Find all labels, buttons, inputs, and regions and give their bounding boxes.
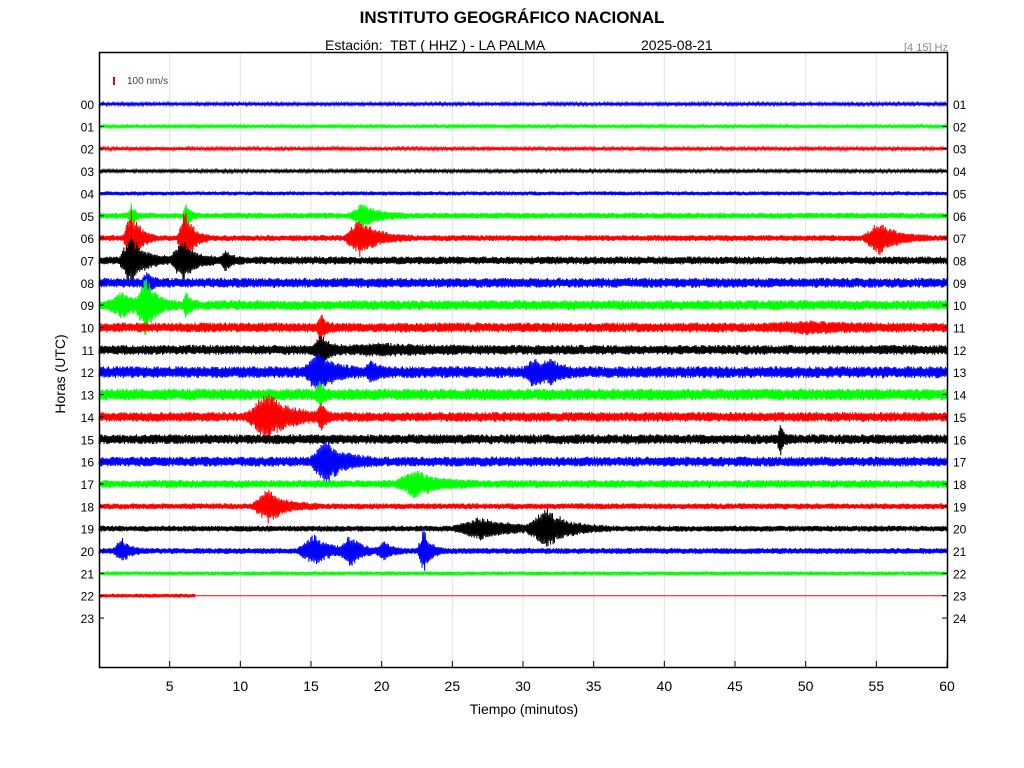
trace-hour-03 bbox=[98, 167, 948, 175]
chart-title: INSTITUTO GEOGRÁFICO NACIONAL bbox=[359, 8, 665, 27]
right-hour-label: 06 bbox=[953, 210, 967, 224]
right-hour-label: 17 bbox=[953, 456, 967, 470]
right-hour-label: 12 bbox=[953, 344, 967, 358]
trace-hour-07 bbox=[98, 235, 948, 282]
trace-hour-20 bbox=[98, 527, 948, 571]
right-hour-label: 24 bbox=[953, 612, 967, 626]
tick-labels: 5 10 15 20 25 30 35 40 45 50 55 60 00 01 01 02 02 03 03 04 0… bbox=[81, 98, 967, 694]
trace-hour-06 bbox=[98, 210, 948, 268]
x-tick-label: 5 bbox=[166, 678, 174, 694]
left-hour-label: 09 bbox=[81, 299, 95, 313]
left-hour-label: 00 bbox=[81, 98, 95, 112]
right-hour-label: 08 bbox=[953, 254, 967, 268]
left-hour-label: 13 bbox=[81, 389, 95, 403]
trace-hour-05 bbox=[98, 203, 948, 230]
right-hour-label: 13 bbox=[953, 366, 967, 380]
left-hour-label: 17 bbox=[81, 478, 95, 492]
left-hour-label: 04 bbox=[81, 187, 95, 201]
left-hour-label: 06 bbox=[81, 232, 95, 246]
right-hour-label: 05 bbox=[953, 187, 967, 201]
scale-label: 100 nm/s bbox=[127, 76, 169, 87]
x-tick-label: 55 bbox=[869, 678, 885, 694]
trace-hour-11 bbox=[98, 336, 948, 367]
trace-hour-16 bbox=[98, 439, 948, 483]
x-tick-label: 15 bbox=[303, 678, 319, 694]
left-hour-label: 18 bbox=[81, 500, 95, 514]
date-label: 2025-08-21 bbox=[641, 37, 713, 53]
trace-hour-18 bbox=[98, 489, 948, 524]
left-hour-label: 12 bbox=[81, 366, 95, 380]
trace-hour-10 bbox=[98, 314, 948, 340]
trace-hour-12 bbox=[98, 352, 948, 390]
plot-frame bbox=[98, 51, 949, 669]
right-hour-label: 04 bbox=[953, 165, 967, 179]
trace-hour-15 bbox=[98, 425, 948, 456]
left-hour-label: 16 bbox=[81, 456, 95, 470]
left-hour-label: 01 bbox=[81, 120, 95, 134]
x-tick-label: 25 bbox=[445, 678, 461, 694]
x-tick-label: 60 bbox=[939, 678, 955, 694]
right-hour-label: 23 bbox=[953, 590, 967, 604]
x-tick-label: 20 bbox=[374, 678, 390, 694]
left-hour-label: 05 bbox=[81, 210, 95, 224]
x-tick-label: 35 bbox=[586, 678, 602, 694]
station-label: Estación: TBT ( HHZ ) - LA PALMA bbox=[325, 37, 546, 53]
right-hour-label: 22 bbox=[953, 567, 967, 581]
left-hour-label: 23 bbox=[81, 612, 95, 626]
right-hour-label: 11 bbox=[953, 322, 966, 336]
y-axis-label: Horas (UTC) bbox=[52, 334, 68, 414]
left-hour-label: 10 bbox=[81, 322, 95, 336]
trace-hour-00 bbox=[98, 100, 948, 108]
x-tick-label: 45 bbox=[727, 678, 743, 694]
right-hour-label: 21 bbox=[953, 545, 967, 559]
left-hour-label: 02 bbox=[81, 143, 95, 157]
left-hour-label: 19 bbox=[81, 523, 95, 537]
trace-hour-01 bbox=[98, 122, 948, 130]
grid-lines bbox=[169, 52, 877, 667]
x-tick-label: 40 bbox=[657, 678, 673, 694]
trace-hour-09 bbox=[98, 278, 948, 335]
right-hour-label: 16 bbox=[953, 433, 967, 447]
left-hour-label: 07 bbox=[81, 254, 95, 268]
right-hour-label: 18 bbox=[953, 478, 967, 492]
right-hour-label: 19 bbox=[953, 500, 967, 514]
right-hour-label: 01 bbox=[953, 98, 967, 112]
amplitude-scale: 100 nm/s bbox=[113, 76, 168, 87]
left-hour-label: 20 bbox=[81, 545, 95, 559]
right-hour-label: 10 bbox=[953, 299, 967, 313]
x-tick-label: 10 bbox=[233, 678, 249, 694]
trace-hour-17 bbox=[98, 471, 948, 499]
left-hour-label: 14 bbox=[81, 411, 95, 425]
left-hour-label: 21 bbox=[81, 567, 95, 581]
trace-hour-14 bbox=[98, 394, 948, 439]
right-hour-label: 20 bbox=[953, 523, 967, 537]
trace-hour-02 bbox=[98, 145, 948, 153]
left-hour-label: 15 bbox=[81, 433, 95, 447]
right-hour-label: 07 bbox=[953, 232, 967, 246]
trace-hour-08 bbox=[98, 272, 948, 294]
x-axis-label: Tiempo (minutos) bbox=[469, 701, 579, 717]
right-hour-label: 03 bbox=[953, 143, 967, 157]
right-hour-label: 02 bbox=[953, 120, 967, 134]
traces bbox=[98, 100, 948, 599]
trace-hour-13 bbox=[98, 380, 948, 406]
trace-hour-19 bbox=[98, 508, 948, 547]
left-hour-label: 11 bbox=[82, 344, 95, 358]
right-hour-label: 09 bbox=[953, 277, 967, 291]
x-tick-label: 50 bbox=[798, 678, 814, 694]
x-tick-label: 30 bbox=[515, 678, 531, 694]
frequency-band: [4 15] Hz bbox=[903, 42, 948, 54]
trace-hour-21 bbox=[98, 570, 948, 577]
trace-hour-22 bbox=[98, 593, 196, 599]
scale-bar-icon bbox=[113, 77, 115, 85]
right-hour-label: 15 bbox=[953, 411, 967, 425]
left-hour-label: 03 bbox=[81, 165, 95, 179]
left-hour-label: 22 bbox=[81, 590, 95, 604]
trace-hour-04 bbox=[98, 190, 948, 197]
right-hour-label: 14 bbox=[953, 389, 967, 403]
left-hour-label: 08 bbox=[81, 277, 95, 291]
